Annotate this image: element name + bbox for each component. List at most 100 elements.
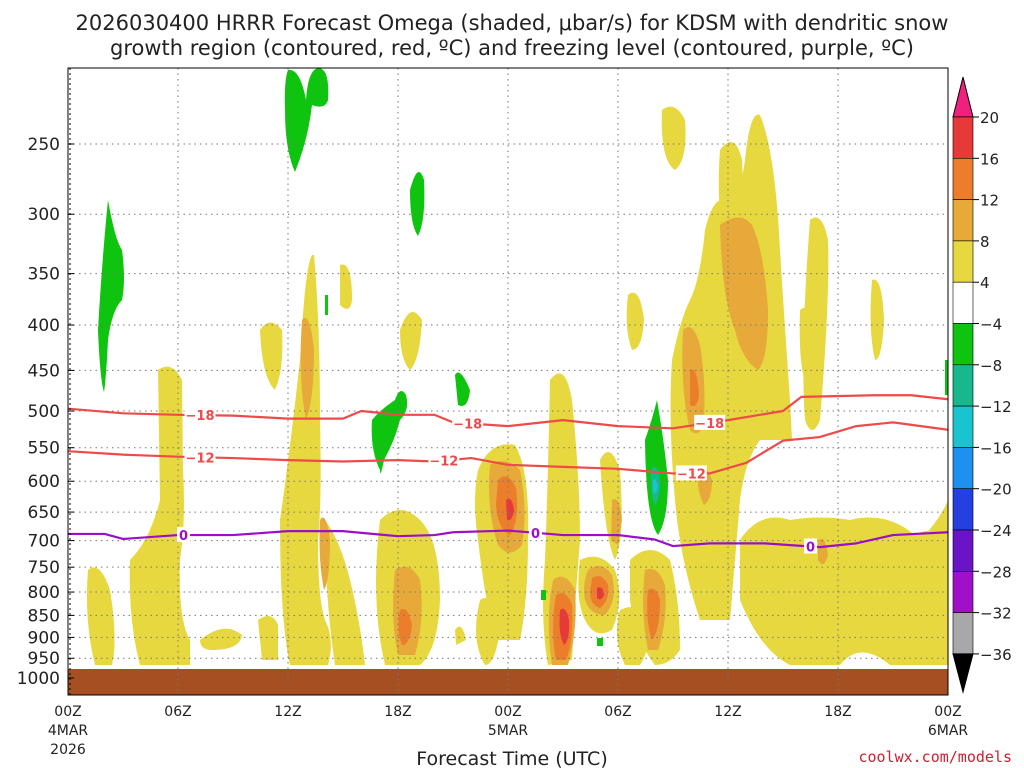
contour-label-2-2: 0: [806, 541, 815, 556]
contour-label-bg-2-0: [177, 527, 190, 543]
x-tick-label-0: 00Z: [54, 704, 81, 720]
x-date-label-4: 5MAR: [488, 723, 529, 739]
colorbar-label-4: 4: [980, 274, 990, 292]
omega-patch-45: [690, 369, 699, 407]
omega-patch-24: [803, 217, 829, 430]
omega-patch-60: [653, 479, 658, 494]
contour-label-bg-2-2: [804, 538, 817, 554]
omega-patch-56: [541, 590, 546, 600]
y-tick-label-500: 500: [28, 402, 60, 422]
colorbar-segment-2: [952, 158, 974, 200]
omega-ascent-8-12: [300, 217, 828, 665]
omega-patch-49: [284, 68, 329, 172]
contour-line-1: [68, 421, 948, 475]
omega-patch-28: [300, 318, 314, 420]
y-tick-label-400: 400: [28, 316, 60, 336]
omega-patch-44: [398, 609, 412, 645]
colorbar-label-6: −8: [980, 357, 1002, 375]
y-tick-label-650: 650: [28, 503, 60, 523]
omega-patch-10: [400, 312, 422, 370]
contour-label-bg-1-2: [675, 465, 707, 481]
omega-patch-5: [260, 322, 283, 390]
omega-patch-48: [597, 587, 604, 600]
omega-patch-20: [661, 106, 686, 170]
contour-label-0-1: −18: [453, 417, 482, 432]
omega-patch-13: [476, 598, 500, 665]
contour-label-bg-0-0: [184, 407, 216, 423]
chart-title-line2: growth region (contoured, red, ºC) and f…: [110, 36, 914, 60]
omega-patch-25: [870, 279, 884, 360]
contour-label-1-1: −12: [429, 455, 458, 470]
colorbar-label-11: −28: [980, 563, 1012, 581]
time-axis-labels: 00Z 4MAR 2026 06Z 12Z 18Z 00Z 5MAR 06Z 12Z 18Z 00Z 6…: [48, 704, 969, 758]
omega-patch-50: [98, 200, 124, 392]
y-tick-label-850: 850: [28, 606, 60, 626]
colorbar-segment-6: [952, 323, 974, 366]
colorbar-segment-8: [952, 405, 974, 448]
colorbar-bottom-arrow: [952, 653, 974, 694]
ground-below-surface: [68, 669, 948, 695]
colorbar-segment-1: [952, 116, 974, 159]
omega-patch-7: [325, 520, 365, 665]
y-tick-label-450: 450: [28, 361, 60, 381]
x-tick-label-1: 06Z: [164, 704, 191, 720]
contour-label-bg-1-0: [184, 449, 216, 465]
contour-label-2-1: 0: [531, 527, 540, 542]
x-tick-label-5: 06Z: [604, 704, 631, 720]
x-tick-label-7: 18Z: [824, 704, 851, 720]
colorbar-segment-10: [952, 488, 974, 531]
omega-patch-26: [740, 500, 948, 665]
contour-label-2-0: 0: [179, 529, 188, 544]
contour-label-bg-0-2: [694, 414, 726, 430]
omega-patch-11: [455, 626, 466, 645]
x-date-label-8: 6MAR: [928, 723, 969, 739]
plot-frame: [67, 67, 949, 696]
contour-label-bg-1-1: [428, 452, 460, 468]
omega-descent-green: [98, 68, 948, 646]
contour-label-0-2: −18: [695, 417, 724, 432]
y-tick-label-550: 550: [28, 439, 60, 459]
omega-patch-54: [325, 295, 328, 315]
contour-label-1-2: −12: [677, 467, 706, 482]
colorbar-label-0: 20: [980, 109, 999, 127]
omega-patch-39: [818, 539, 828, 564]
y-tick-label-800: 800: [28, 583, 60, 603]
omega-patch-51: [410, 172, 425, 236]
grid: [68, 68, 948, 695]
colorbar-label-12: −32: [980, 605, 1012, 623]
omega-patch-29: [319, 517, 330, 590]
credit-text: coolwx.com/models: [858, 748, 1012, 766]
omega-patch-8: [340, 264, 352, 309]
colorbar-label-8: −16: [980, 439, 1012, 457]
colorbar-segment-11: [952, 529, 974, 572]
colorbar-label-1: 16: [980, 150, 999, 168]
x-tick-label-3: 18Z: [384, 704, 411, 720]
y-tick-label-950: 950: [28, 649, 60, 669]
x-tick-label-4: 00Z: [494, 704, 521, 720]
contour-label-bg-0-1: [452, 415, 484, 431]
y-tick-label-700: 700: [28, 532, 60, 552]
omega-patch-55: [645, 400, 668, 535]
colorbar-label-10: −24: [980, 522, 1012, 540]
colorbar-top-arrow: [952, 76, 974, 118]
x-tick-label-2: 12Z: [274, 704, 301, 720]
omega-patch-46: [559, 608, 570, 645]
x-axis-title: Forecast Time (UTC): [416, 748, 607, 768]
chart-title-line1: 2026030400 HRRR Forecast Omega (shaded, …: [76, 11, 949, 35]
colorbar-segment-12: [952, 570, 974, 613]
colorbar: 20 16 12 8 4 −4 −8 −12 −16 −20 −24 −28 −32 −36: [952, 76, 1012, 694]
x-tick-label-6: 12Z: [714, 704, 741, 720]
colorbar-label-7: −12: [980, 398, 1012, 416]
x-year-label-0: 2026: [50, 742, 86, 758]
contour-label-0-0: −18: [186, 409, 215, 424]
colorbar-segment-4: [952, 240, 974, 283]
y-tick-label-300: 300: [28, 205, 60, 225]
colorbar-label-2: 12: [980, 192, 999, 210]
colorbar-label-5: −4: [980, 316, 1002, 334]
contour-label-bg-2-1: [529, 524, 542, 540]
colorbar-label-13: −36: [980, 646, 1012, 664]
colorbar-label-3: 8: [980, 233, 990, 251]
y-tick-label-750: 750: [28, 558, 60, 578]
omega-patch-4: [258, 616, 278, 660]
colorbar-segment-5: [952, 281, 974, 324]
